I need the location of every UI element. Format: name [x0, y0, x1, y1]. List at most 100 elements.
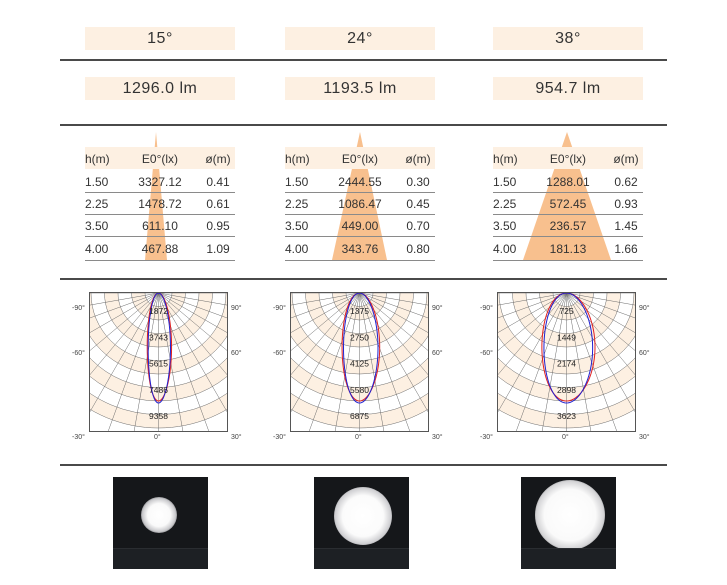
header-height: h(m)	[493, 152, 518, 166]
polar-grid: 1872 3743 5615 7486 9358	[89, 292, 228, 432]
polar-radial-line	[158, 292, 210, 432]
polar-radial-line	[497, 292, 567, 377]
header-diameter: ø(m)	[205, 152, 231, 166]
polar-intensity-diagram: 1375 2750 4125 5580 6875	[290, 292, 429, 432]
beam-spot-photo	[314, 477, 409, 569]
cell-height: 3.50	[493, 219, 517, 233]
light-spot	[334, 487, 392, 545]
cell-height: 1.50	[493, 175, 517, 189]
polar-radial-line	[290, 292, 360, 352]
cell-illuminance: 1086.47	[338, 197, 382, 211]
polar-radial-line	[359, 292, 429, 334]
polar-radial-line	[89, 292, 159, 319]
header-illuminance: E0°(lx)	[341, 152, 379, 166]
row-divider	[85, 214, 235, 215]
cell-height: 1.50	[85, 175, 109, 189]
polar-frame	[290, 292, 429, 432]
row-divider	[85, 260, 235, 261]
polar-radial-line	[497, 292, 567, 319]
polar-radial-line	[290, 292, 360, 377]
cell-illuminance: 343.76	[341, 242, 379, 256]
row-divider	[493, 214, 643, 215]
ring-value-label: 1449	[557, 332, 576, 342]
angle-label: -30°	[72, 434, 85, 441]
light-spot	[535, 480, 605, 550]
polar-radial-line	[89, 292, 159, 377]
ring-value-label: 2898	[557, 385, 576, 395]
polar-radial-line	[89, 292, 159, 334]
cell-diameter: 0.45	[406, 197, 430, 211]
intensity-curve	[147, 292, 171, 404]
cell-diameter: 0.70	[406, 219, 430, 233]
angle-label: -90°	[273, 305, 286, 312]
beam-angle-label: 15°	[85, 27, 235, 50]
row-divider	[493, 192, 643, 193]
cell-height: 3.50	[85, 219, 109, 233]
cell-diameter: 0.41	[206, 175, 230, 189]
angle-label: 60°	[432, 350, 443, 357]
divider	[60, 464, 667, 466]
angle-label: -60°	[273, 350, 286, 357]
table-row: 1.50 1288.01 0.62	[493, 170, 643, 192]
angle-label: 30°	[231, 434, 242, 441]
cell-diameter: 1.09	[206, 242, 230, 256]
cell-diameter: 0.80	[406, 242, 430, 256]
ring-value-label: 3743	[149, 332, 168, 342]
polar-radial-line	[290, 292, 360, 334]
table-row: 4.00 467.88 1.09	[85, 237, 235, 259]
angle-label: -90°	[480, 305, 493, 312]
polar-radial-line	[308, 292, 360, 432]
ring-value-label: 4125	[350, 359, 369, 369]
angle-label: 0°	[355, 434, 362, 441]
intensity-curve	[543, 292, 594, 404]
table-row: 2.25 1086.47 0.45	[285, 192, 435, 214]
table-row: 4.00 181.13 1.66	[493, 237, 643, 259]
cell-illuminance: 572.45	[549, 197, 587, 211]
polar-radial-line	[158, 292, 184, 432]
ring-value-label: 3623	[557, 411, 576, 421]
polar-radial-line	[359, 292, 429, 319]
angle-label: 90°	[639, 305, 650, 312]
angle-label: 0°	[562, 434, 569, 441]
polar-radial-line	[89, 292, 159, 352]
illuminance-table: h(m) E0°(lx) ø(m) 1.50 2444.55 0.30 2.25…	[285, 130, 435, 265]
cell-diameter: 0.93	[614, 197, 638, 211]
table-row: 4.00 343.76 0.80	[285, 237, 435, 259]
cell-height: 4.00	[493, 242, 517, 256]
ring-value-label: 725	[559, 306, 573, 316]
ring-value-label: 5580	[350, 385, 369, 395]
divider	[60, 59, 667, 61]
angle-label: 60°	[639, 350, 650, 357]
polar-radial-line	[566, 292, 636, 334]
intensity-curve	[343, 292, 379, 404]
cell-illuminance: 3327.12	[138, 175, 182, 189]
angle-label: -90°	[72, 305, 85, 312]
polar-radial-line	[566, 292, 618, 432]
header-diameter: ø(m)	[405, 152, 431, 166]
table-row: 3.50 449.00 0.70	[285, 214, 435, 236]
angle-label: 30°	[639, 434, 650, 441]
light-spot	[141, 497, 177, 533]
light-cone-graphic	[523, 132, 611, 260]
polar-radial-line	[541, 292, 567, 432]
header-height: h(m)	[85, 152, 110, 166]
cell-diameter: 0.30	[406, 175, 430, 189]
ring-value-label: 5615	[149, 359, 168, 369]
polar-radial-line	[497, 292, 567, 306]
polar-radial-line	[359, 292, 385, 432]
cell-height: 2.25	[285, 197, 309, 211]
row-divider	[285, 260, 435, 261]
angle-label: 90°	[231, 305, 242, 312]
polar-radial-line	[290, 292, 360, 319]
beam-angle-label: 24°	[285, 27, 435, 50]
cell-height: 2.25	[85, 197, 109, 211]
angle-label: -60°	[480, 350, 493, 357]
table-header: h(m) E0°(lx) ø(m)	[493, 147, 643, 169]
divider	[60, 124, 667, 126]
ring-value-label: 2750	[350, 332, 369, 342]
header-illuminance: E0°(lx)	[141, 152, 179, 166]
angle-label: 0°	[154, 434, 161, 441]
polar-radial-line	[566, 292, 592, 432]
table-row: 1.50 3327.12 0.41	[85, 170, 235, 192]
polar-radial-line	[566, 292, 636, 377]
